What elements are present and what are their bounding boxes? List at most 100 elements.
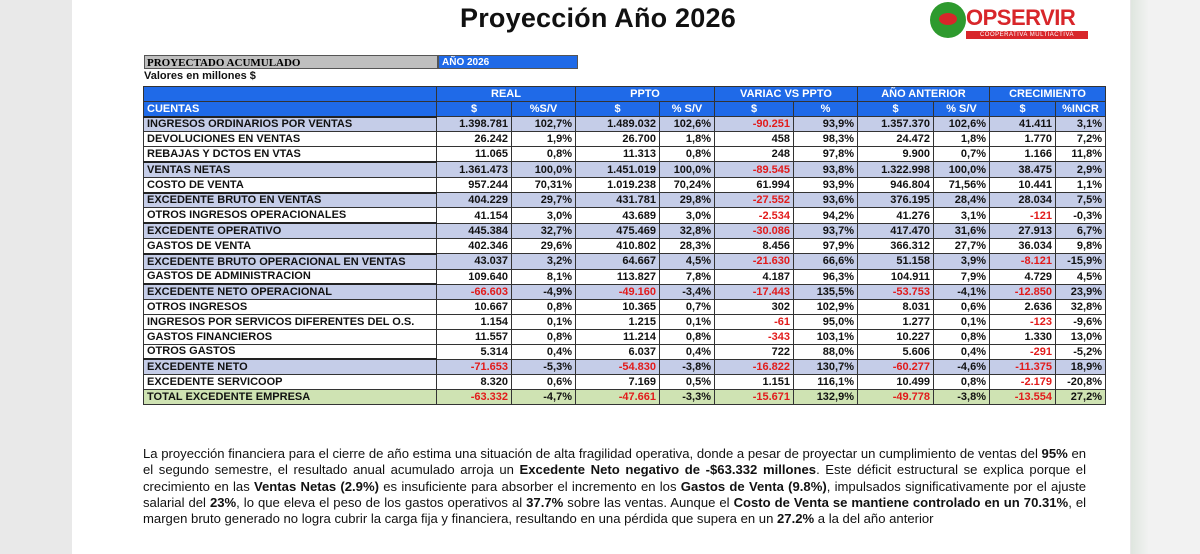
table-cell: -16.822 <box>714 358 794 376</box>
values-note: Valores en millones $ <box>144 70 256 82</box>
table-cell: 6,7% <box>1055 222 1106 239</box>
paragraph-text: , lo que eleva el peso de los gastos ope… <box>236 494 527 510</box>
table-cell: -60.277 <box>857 358 934 376</box>
paragraph-emphasis: Excedente Neto negativo de -$63.332 mill… <box>519 462 817 478</box>
table-cell: 0,8% <box>511 146 576 163</box>
table-row: GASTOS DE VENTA 402.346 29,6% 410.802 28,3% 8… <box>143 237 1106 255</box>
table-cell: 0,5% <box>659 374 715 390</box>
table-cell: 0,7% <box>933 146 990 163</box>
group-header: VARIAC VS PPTO <box>714 86 858 102</box>
table-cell: 66,6% <box>793 253 858 270</box>
table-row: INGRESOS ORDINARIOS POR VENTAS 1.398.781 1… <box>143 115 1106 133</box>
table-cell: 28,3% <box>659 237 715 255</box>
paragraph-text: La proyección financiera para el cierre … <box>143 446 1042 461</box>
table-cell: 7,8% <box>659 268 715 285</box>
side-margin <box>1131 0 1200 554</box>
table-cell: -2.179 <box>989 374 1056 390</box>
table-cell: 0,4% <box>659 343 715 360</box>
sub-header: $ <box>989 100 1056 118</box>
group-header: REAL <box>436 86 576 102</box>
table-cell: 3,9% <box>933 253 990 270</box>
table-cell: 29,6% <box>511 237 576 255</box>
account-name: REBAJAS Y DCTOS EN VTAS <box>143 146 437 163</box>
table-cell: -0,3% <box>1055 207 1106 224</box>
sub-header: $ <box>714 100 794 118</box>
table-cell: 32,8% <box>1055 299 1106 315</box>
table-cell: 93,7% <box>793 222 858 239</box>
table-cell: 0,8% <box>659 328 715 345</box>
table-cell: 132,9% <box>793 388 858 405</box>
account-name: EXCEDENTE BRUTO OPERACIONAL EN VENTAS <box>143 252 437 270</box>
table-cell: 0,8% <box>933 328 990 345</box>
paragraph-text: en el segundo semestre, el resultado anu… <box>143 446 1087 478</box>
table-cell: 71,56% <box>933 176 990 194</box>
table-cell: 27,2% <box>1055 388 1106 405</box>
table-cell: -121 <box>989 207 1056 224</box>
table-cell: 458 <box>714 131 794 148</box>
table-cell: 93,9% <box>793 176 858 194</box>
table-cell: 1.277 <box>857 313 934 330</box>
table-cell: 130,7% <box>793 358 858 376</box>
table-row: OTROS GASTOS 5.314 0,4% 6.037 0,4% 722 88,0% 5.… <box>143 343 1106 360</box>
paragraph-text: , el margen bruto generado no logra cubr… <box>143 494 1087 527</box>
table-cell: 1.330 <box>989 328 1056 345</box>
table-cell: -123 <box>989 313 1056 330</box>
table-cell: 1.489.032 <box>575 116 660 133</box>
company-logo: OPSERVIR COOPERATIVA MULTIACTIVA <box>930 2 1090 40</box>
table-cell: -20,8% <box>1055 374 1106 390</box>
table-row: GASTOS DE ADMINISTRACION 109.640 8,1% 113.8… <box>143 268 1106 285</box>
paragraph-text: . Este déficit estructural se explica po… <box>143 462 1086 494</box>
paragraph-emphasis: 95% <box>1041 446 1068 461</box>
account-name: GASTOS DE VENTA <box>143 237 437 255</box>
sub-header: % S/V <box>933 100 990 118</box>
table-cell: 11,8% <box>1055 146 1106 163</box>
table-cell: 402.346 <box>436 237 512 255</box>
table-cell: 26.700 <box>575 131 660 148</box>
table-cell: 302 <box>714 299 794 315</box>
table-cell: 10.667 <box>436 299 512 315</box>
table-cell: 9,8% <box>1055 237 1106 255</box>
table-cell: -5,3% <box>511 358 576 376</box>
table-cell: -343 <box>714 328 794 345</box>
table-cell: 103,1% <box>793 328 858 345</box>
table-cell: 3,1% <box>1055 116 1106 133</box>
account-name: EXCEDENTE BRUTO EN VENTAS <box>143 191 437 209</box>
logo-tagline: COOPERATIVA MULTIACTIVA <box>966 31 1088 39</box>
account-name: EXCEDENTE OPERATIVO <box>143 222 437 239</box>
table-cell: 1.215 <box>575 313 660 330</box>
logo-emblem-icon <box>930 2 966 38</box>
account-name: DEVOLUCIONES EN VENTAS <box>143 131 437 148</box>
table-cell: 722 <box>714 343 794 360</box>
table-row: EXCEDENTE SERVICOOP 8.320 0,6% 7.169 0,5% 1.1… <box>143 374 1106 390</box>
table-cell: 0,8% <box>933 374 990 390</box>
table-cell: 102,6% <box>659 116 715 133</box>
table-cell: 1.154 <box>436 313 512 330</box>
table-cell: 3,1% <box>933 207 990 224</box>
table-cell: 1,9% <box>511 131 576 148</box>
table-cell: 94,2% <box>793 207 858 224</box>
table-cell: 8.031 <box>857 299 934 315</box>
table-cell: -3,4% <box>659 283 715 301</box>
account-name: GASTOS FINANCIEROS <box>143 328 437 345</box>
table-cell: 445.384 <box>436 222 512 239</box>
account-name: EXCEDENTE SERVICOOP <box>143 374 437 390</box>
paragraph-emphasis: 37.7% <box>526 494 564 510</box>
table-cell: 95,0% <box>793 313 858 330</box>
table-cell: 3,0% <box>659 207 715 224</box>
accounts-header: CUENTAS <box>143 100 437 118</box>
table-cell: 32,8% <box>659 222 715 239</box>
table-cell: 0,6% <box>933 299 990 315</box>
table-cell: 475.469 <box>575 222 660 239</box>
table-row: VENTAS NETAS 1.361.473 100,0% 1.451.019 100,… <box>143 160 1106 178</box>
table-cell: -3,8% <box>933 388 990 405</box>
table-cell: 4,5% <box>659 253 715 270</box>
table-cell: 7.169 <box>575 374 660 390</box>
table-cell: 43.689 <box>575 207 660 224</box>
table-cell: -15.671 <box>714 388 794 405</box>
table-cell: 29,7% <box>511 192 576 209</box>
table-cell: -53.753 <box>857 283 934 301</box>
table-cell: 1.322.998 <box>857 161 934 178</box>
table-cell: -17.443 <box>714 283 794 301</box>
table-cell: 1.151 <box>714 374 794 390</box>
table-cell: -90.251 <box>714 116 794 133</box>
